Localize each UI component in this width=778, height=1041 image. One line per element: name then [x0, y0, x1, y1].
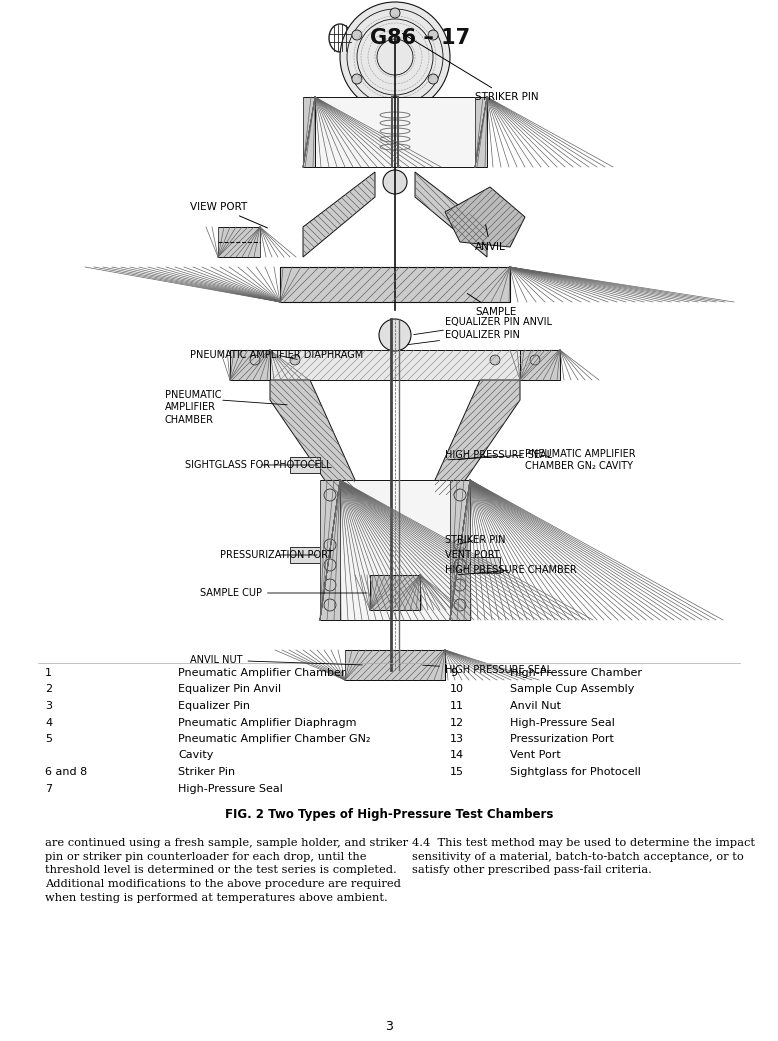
- Text: 10: 10: [450, 685, 464, 694]
- Text: 13: 13: [450, 734, 464, 744]
- Circle shape: [324, 559, 336, 572]
- Text: PNEUMATIC AMPLIFIER DIAPHRAGM: PNEUMATIC AMPLIFIER DIAPHRAGM: [190, 350, 363, 360]
- Text: VIEW PORT: VIEW PORT: [190, 202, 268, 228]
- Text: Pneumatic Amplifier Diaphragm: Pneumatic Amplifier Diaphragm: [178, 717, 356, 728]
- Circle shape: [340, 2, 450, 112]
- Bar: [315, 97, 475, 167]
- Text: Sample Cup Assembly: Sample Cup Assembly: [510, 685, 634, 694]
- Circle shape: [324, 539, 336, 551]
- Text: PRESSURIZATION PORT: PRESSURIZATION PORT: [220, 550, 333, 560]
- Text: FIG. 2 Two Types of High-Pressure Test Chambers: FIG. 2 Two Types of High-Pressure Test C…: [225, 808, 553, 821]
- Circle shape: [530, 355, 540, 365]
- Text: High-Pressure Chamber: High-Pressure Chamber: [510, 668, 642, 678]
- Circle shape: [250, 355, 260, 365]
- Polygon shape: [270, 380, 355, 496]
- Bar: [520, 350, 560, 380]
- Circle shape: [454, 579, 466, 591]
- Circle shape: [454, 599, 466, 611]
- Circle shape: [324, 599, 336, 611]
- Text: 4.4  This test method may be used to determine the impact
sensitivity of a mater: 4.4 This test method may be used to dete…: [412, 838, 755, 875]
- Text: HIGH PRESSURE SEAL: HIGH PRESSURE SEAL: [445, 450, 552, 460]
- Circle shape: [383, 170, 407, 194]
- Text: SIGHTGLASS FOR PHOTOCELL: SIGHTGLASS FOR PHOTOCELL: [185, 460, 331, 469]
- Circle shape: [454, 559, 466, 572]
- Text: Pneumatic Amplifier Chamber GN₂: Pneumatic Amplifier Chamber GN₂: [178, 734, 370, 744]
- Bar: [290, 547, 320, 563]
- Text: 12: 12: [450, 717, 464, 728]
- Text: EQUALIZER PIN ANVIL: EQUALIZER PIN ANVIL: [414, 318, 552, 334]
- Circle shape: [352, 74, 362, 84]
- Text: PNEUMATIC AMPLIFIER
CHAMBER GN₂ CAVITY: PNEUMATIC AMPLIFIER CHAMBER GN₂ CAVITY: [525, 449, 636, 472]
- Bar: [290, 457, 320, 473]
- Text: G86 – 17: G86 – 17: [370, 28, 470, 48]
- Circle shape: [390, 96, 400, 106]
- Text: Vent Port: Vent Port: [510, 751, 561, 761]
- Text: SAMPLE: SAMPLE: [468, 294, 517, 318]
- Circle shape: [324, 489, 336, 501]
- Text: 7: 7: [45, 784, 52, 793]
- Text: Equalizer Pin Anvil: Equalizer Pin Anvil: [178, 685, 281, 694]
- Text: 1: 1: [45, 668, 52, 678]
- Text: PNEUMATIC
AMPLIFIER
CHAMBER: PNEUMATIC AMPLIFIER CHAMBER: [165, 390, 222, 425]
- Text: 6 and 8: 6 and 8: [45, 767, 87, 777]
- Text: 9: 9: [450, 668, 457, 678]
- Polygon shape: [435, 380, 520, 496]
- Text: EQUALIZER PIN: EQUALIZER PIN: [408, 330, 520, 345]
- Bar: [218, 227, 260, 257]
- Polygon shape: [445, 187, 525, 247]
- Text: High-Pressure Seal: High-Pressure Seal: [178, 784, 283, 793]
- Text: VENT PORT: VENT PORT: [445, 550, 499, 565]
- Bar: [230, 350, 270, 380]
- Bar: [303, 97, 315, 167]
- Text: HIGH PRESSURE SEAL: HIGH PRESSURE SEAL: [422, 665, 552, 675]
- Text: STRIKER PIN: STRIKER PIN: [445, 535, 506, 545]
- Bar: [280, 266, 510, 302]
- Circle shape: [352, 30, 362, 40]
- Bar: [470, 557, 500, 573]
- Text: 3: 3: [385, 1020, 393, 1033]
- Text: 4: 4: [45, 717, 52, 728]
- Text: Sightglass for Photocell: Sightglass for Photocell: [510, 767, 641, 777]
- Text: 5: 5: [45, 734, 52, 744]
- Text: Pneumatic Amplifier Chamber: Pneumatic Amplifier Chamber: [178, 668, 345, 678]
- Bar: [345, 650, 445, 680]
- Text: STRIKER PIN: STRIKER PIN: [402, 33, 538, 102]
- Text: Pressurization Port: Pressurization Port: [510, 734, 614, 744]
- Bar: [340, 480, 450, 620]
- Bar: [280, 266, 510, 302]
- Circle shape: [379, 319, 411, 351]
- Bar: [345, 650, 445, 680]
- Text: ANVIL: ANVIL: [475, 225, 506, 252]
- Text: are continued using a fresh sample, sample holder, and striker
pin or striker pi: are continued using a fresh sample, samp…: [45, 838, 408, 903]
- Text: SAMPLE CUP: SAMPLE CUP: [200, 588, 367, 598]
- Polygon shape: [303, 172, 375, 257]
- Bar: [475, 97, 487, 167]
- Text: 2: 2: [45, 685, 52, 694]
- Bar: [320, 480, 340, 620]
- Bar: [270, 350, 520, 380]
- Text: 15: 15: [450, 767, 464, 777]
- Text: 3: 3: [45, 701, 52, 711]
- Circle shape: [428, 30, 438, 40]
- Polygon shape: [415, 172, 487, 257]
- Bar: [370, 575, 420, 610]
- Circle shape: [454, 489, 466, 501]
- Text: Cavity: Cavity: [178, 751, 213, 761]
- Text: 11: 11: [450, 701, 464, 711]
- Text: ANVIL NUT: ANVIL NUT: [190, 655, 363, 665]
- Bar: [450, 480, 470, 620]
- Circle shape: [290, 355, 300, 365]
- Circle shape: [454, 539, 466, 551]
- Circle shape: [324, 579, 336, 591]
- Text: 14: 14: [450, 751, 464, 761]
- Circle shape: [390, 8, 400, 18]
- Text: Equalizer Pin: Equalizer Pin: [178, 701, 250, 711]
- Text: HIGH PRESSURE CHAMBER: HIGH PRESSURE CHAMBER: [445, 565, 576, 575]
- Circle shape: [428, 74, 438, 84]
- Text: High-Pressure Seal: High-Pressure Seal: [510, 717, 615, 728]
- Text: Striker Pin: Striker Pin: [178, 767, 235, 777]
- Circle shape: [490, 355, 500, 365]
- Text: Anvil Nut: Anvil Nut: [510, 701, 561, 711]
